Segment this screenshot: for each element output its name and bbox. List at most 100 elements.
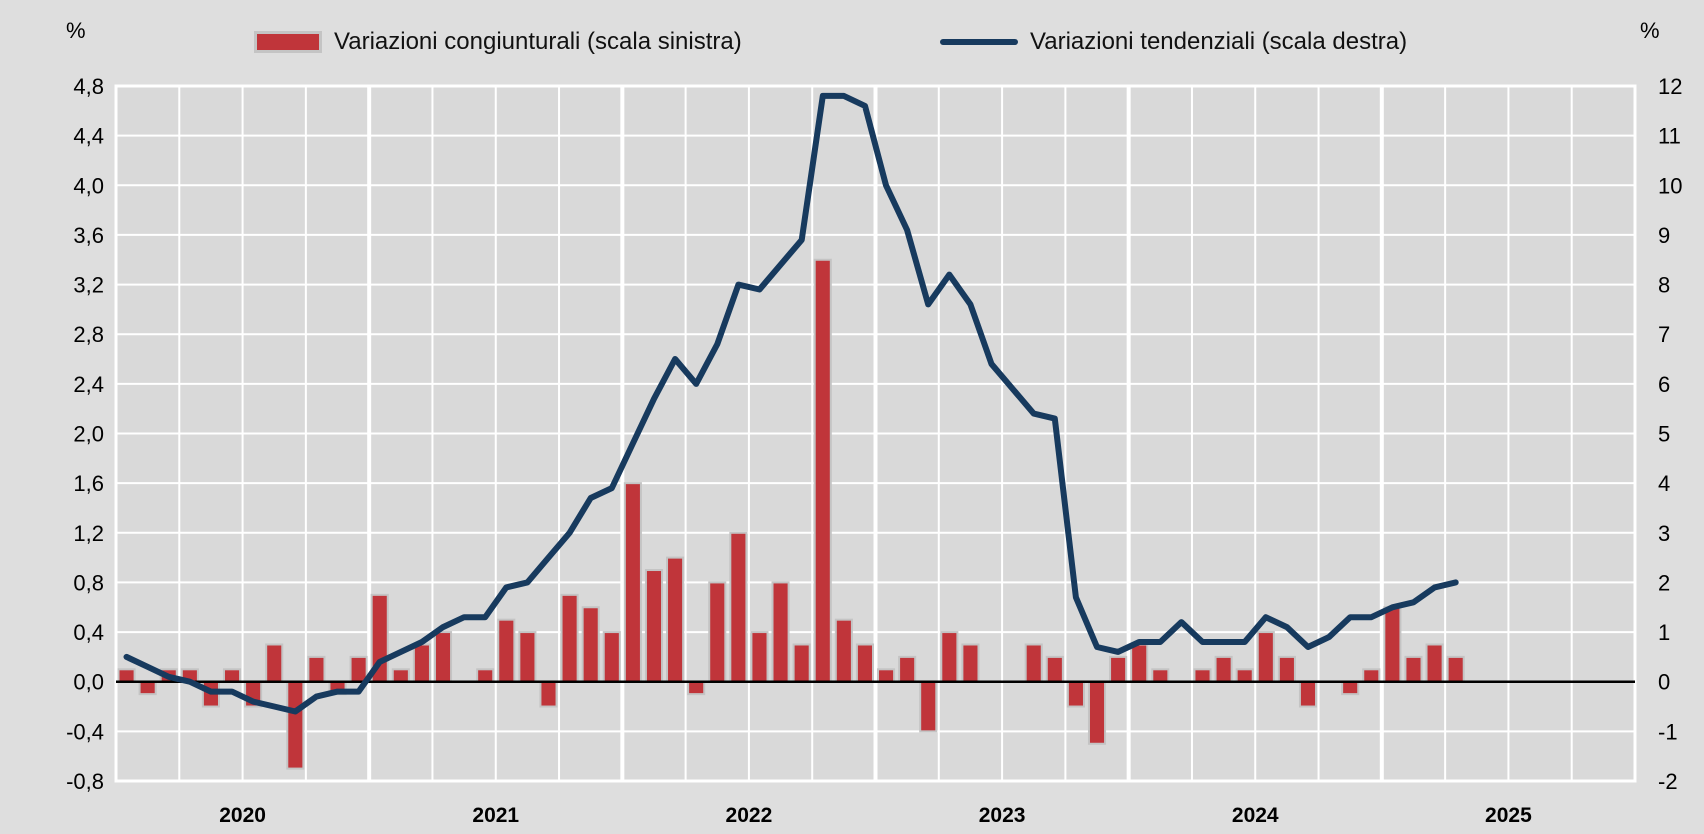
left-tick-label: 4,0 xyxy=(73,173,104,198)
left-tick-label: 3,6 xyxy=(73,223,104,248)
right-tick-label: 10 xyxy=(1658,173,1682,198)
bar xyxy=(898,655,917,683)
bar xyxy=(138,680,157,696)
bar xyxy=(1277,655,1296,683)
left-axis-unit: % xyxy=(66,18,86,43)
bar xyxy=(919,680,938,733)
right-tick-label: 2 xyxy=(1658,570,1670,595)
year-label: 2025 xyxy=(1485,804,1532,827)
right-tick-label: 0 xyxy=(1658,670,1670,695)
bar xyxy=(813,258,832,683)
bar xyxy=(877,668,896,683)
bar xyxy=(1151,668,1170,683)
right-axis-unit: % xyxy=(1640,18,1660,43)
bar xyxy=(708,581,727,683)
right-tick-label: -1 xyxy=(1658,719,1678,744)
left-tick-label: 3,2 xyxy=(73,273,104,298)
right-tick-label: 11 xyxy=(1658,124,1681,149)
bar xyxy=(940,631,959,683)
year-label: 2021 xyxy=(472,804,519,827)
left-tick-label: 0,0 xyxy=(73,670,104,695)
right-tick-label: 12 xyxy=(1658,74,1682,99)
right-tick-label: 9 xyxy=(1658,223,1670,248)
left-tick-label: 1,6 xyxy=(73,471,104,496)
legend-line-swatch xyxy=(940,39,1018,45)
bar xyxy=(666,556,685,683)
left-tick-label: 2,4 xyxy=(73,372,104,397)
left-tick-label: 2,0 xyxy=(73,422,104,447)
bar xyxy=(117,668,136,683)
bar xyxy=(286,680,305,770)
bar xyxy=(1256,631,1275,683)
legend-label-line: Variazioni tendenziali (scala destra) xyxy=(1030,28,1408,55)
legend-bar-swatch xyxy=(254,31,322,53)
bar xyxy=(1214,655,1233,683)
legend-item-line: Variazioni tendenziali (scala destra) xyxy=(940,28,1407,56)
bar xyxy=(1066,680,1085,708)
bar xyxy=(750,631,769,683)
bar xyxy=(476,668,495,683)
year-label: 2024 xyxy=(1232,804,1279,827)
bar xyxy=(307,655,326,683)
left-tick-label: 2,8 xyxy=(73,322,104,347)
bar xyxy=(855,643,874,683)
bar xyxy=(1130,643,1149,683)
bar xyxy=(1404,655,1423,683)
legend: Variazioni congiunturali (scala sinistra… xyxy=(0,28,1704,64)
bar xyxy=(581,606,600,683)
left-tick-label: 4,4 xyxy=(73,124,104,149)
right-tick-label: 5 xyxy=(1658,422,1670,447)
bar xyxy=(834,618,853,683)
bar xyxy=(1341,680,1360,696)
bar xyxy=(497,618,516,683)
left-tick-label: 0,4 xyxy=(73,620,104,645)
right-tick-label: 6 xyxy=(1658,372,1670,397)
bar xyxy=(1109,655,1128,683)
bar xyxy=(349,655,368,683)
trend-line xyxy=(123,92,1459,715)
bar xyxy=(792,643,811,683)
grid xyxy=(116,86,1635,781)
bar xyxy=(412,643,431,683)
bar xyxy=(644,569,664,683)
right-tick-label: 3 xyxy=(1658,521,1670,546)
left-tick-label: -0,4 xyxy=(66,719,104,744)
bar xyxy=(433,631,453,683)
bar xyxy=(1087,680,1107,745)
bar xyxy=(222,668,242,683)
right-tick-label: 8 xyxy=(1658,273,1670,298)
bar xyxy=(1024,643,1043,683)
left-tick-label: 0,8 xyxy=(73,570,104,595)
bar xyxy=(1298,680,1318,708)
bar xyxy=(623,482,642,683)
bar xyxy=(729,531,748,683)
legend-item-bars: Variazioni congiunturali (scala sinistra… xyxy=(254,28,742,56)
bar xyxy=(1193,668,1212,683)
line-series xyxy=(123,92,1459,715)
left-tick-label: 4,8 xyxy=(73,74,104,99)
bar xyxy=(1425,643,1444,683)
bar xyxy=(265,643,284,683)
bar xyxy=(961,643,980,683)
right-tick-label: 7 xyxy=(1658,322,1670,347)
bar xyxy=(602,631,621,683)
right-tick-label: 4 xyxy=(1658,471,1670,496)
bar xyxy=(687,680,706,696)
legend-label-bars: Variazioni congiunturali (scala sinistra… xyxy=(334,28,742,55)
right-tick-label: 1 xyxy=(1658,620,1670,645)
bar xyxy=(1235,668,1254,683)
bar xyxy=(539,680,558,708)
bar xyxy=(771,581,790,683)
year-label: 2023 xyxy=(979,804,1026,827)
bar xyxy=(1446,655,1465,683)
bar xyxy=(1383,606,1402,683)
bar xyxy=(1045,655,1064,683)
year-label: 2020 xyxy=(219,804,266,827)
bar xyxy=(391,668,410,683)
left-tick-label: 1,2 xyxy=(73,521,104,546)
axis-labels: 4,8 4,4 4,0 3,6 3,2 2,8 2,4 2,0 1,6 1,2 0,8 0,4 0,0 -… xyxy=(66,74,1682,827)
left-tick-label: -0,8 xyxy=(66,769,104,794)
right-tick-label: -2 xyxy=(1658,769,1678,794)
bar xyxy=(518,631,537,683)
